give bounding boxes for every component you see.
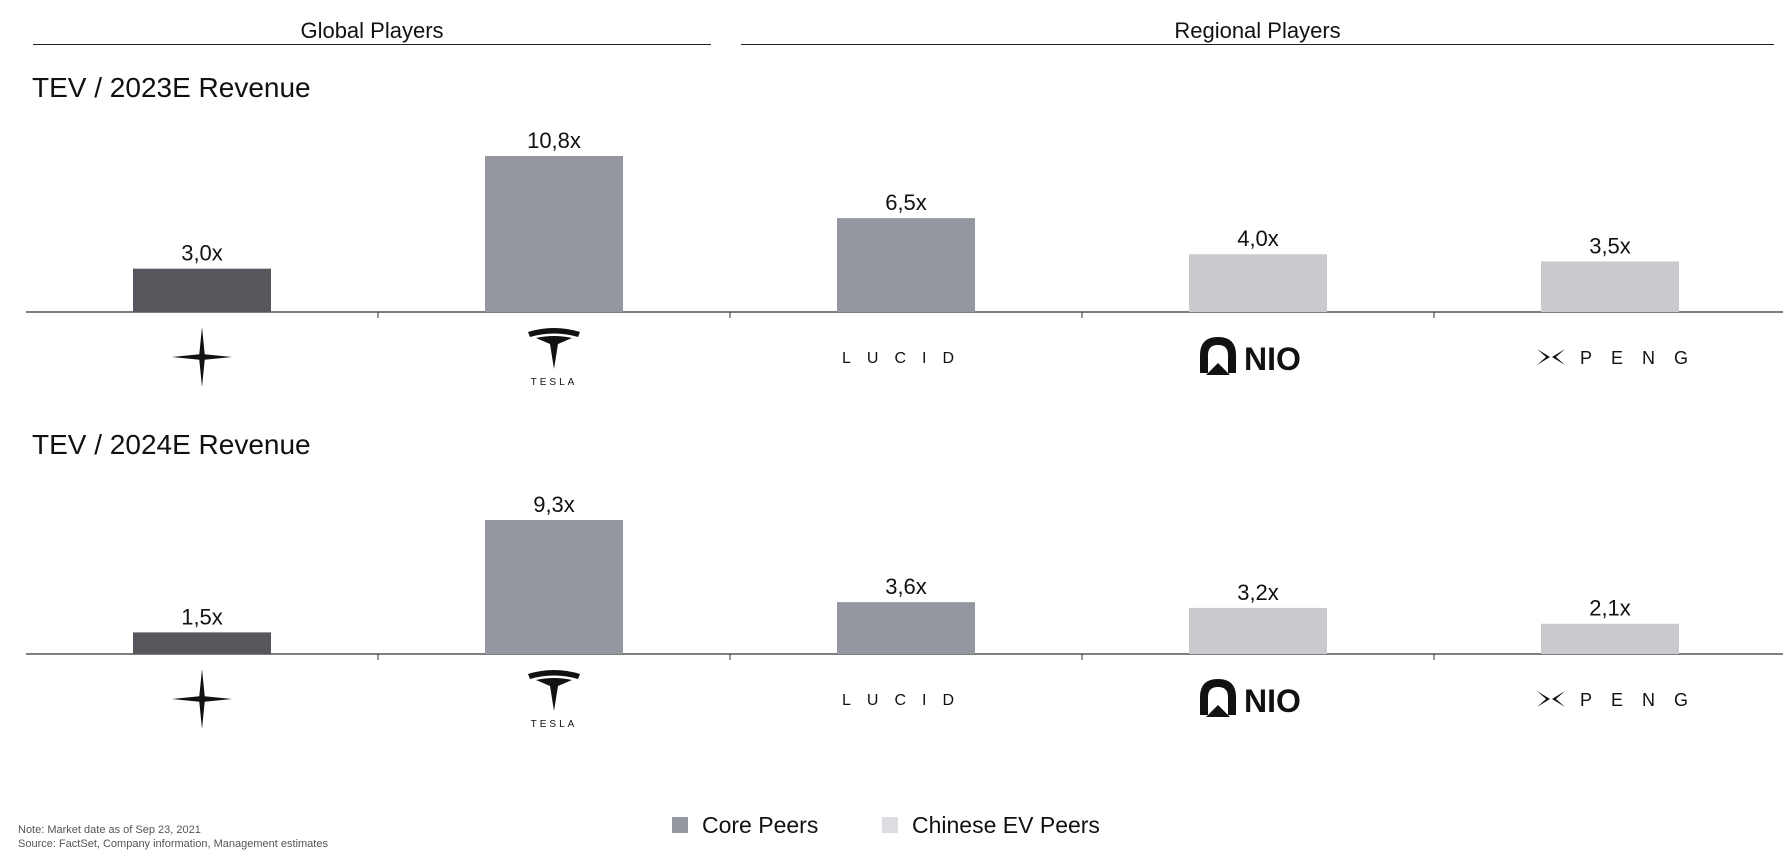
bar-tesla: [485, 156, 623, 312]
bar-xpeng: [1541, 623, 1679, 654]
svg-text:NIO: NIO: [1244, 341, 1301, 377]
bar-polestar: [133, 632, 271, 654]
footnote: Note: Market date as of Sep 23, 2021 Sou…: [18, 823, 328, 851]
polestar-logo-icon: [172, 327, 232, 387]
nio-logo-icon: NIO: [1200, 679, 1301, 719]
polestar-logo-icon: [172, 669, 232, 729]
legend-item-chinese-ev-peers: Chinese EV Peers: [882, 812, 1100, 838]
xpeng-logo-icon: PENG: [1537, 348, 1707, 368]
bar-polestar: [133, 268, 271, 312]
data-label-nio: 4,0x: [1237, 226, 1279, 251]
svg-text:TESLA: TESLA: [531, 719, 578, 730]
legend-swatch-chinese: [882, 817, 898, 833]
bar-xpeng: [1541, 261, 1679, 312]
footnote-source: Source: FactSet, Company information, Ma…: [18, 838, 328, 850]
chart-title-2024: TEV / 2024E Revenue: [32, 429, 311, 460]
data-label-xpeng: 2,1x: [1589, 596, 1631, 621]
svg-text:LUCID: LUCID: [842, 692, 970, 709]
svg-text:PENG: PENG: [1580, 348, 1707, 368]
legend-label-chinese: Chinese EV Peers: [912, 811, 1100, 838]
bar-tesla: [485, 520, 623, 654]
svg-text:TESLA: TESLA: [531, 377, 578, 388]
bar-lucid: [837, 602, 975, 654]
svg-text:PENG: PENG: [1580, 690, 1707, 710]
legend-label-core: Core Peers: [702, 811, 819, 838]
data-label-xpeng: 3,5x: [1589, 233, 1631, 258]
nio-logo-icon: NIO: [1200, 337, 1301, 377]
data-label-polestar: 3,0x: [181, 241, 223, 266]
data-label-polestar: 1,5x: [181, 604, 223, 629]
data-label-lucid: 6,5x: [885, 190, 927, 215]
header-regional-players: Regional Players: [741, 18, 1774, 45]
header-global-players: Global Players: [33, 18, 711, 45]
legend-item-core-peers: Core Peers: [672, 812, 818, 838]
chart-2024-revenue: 1,5x 9,3x TESLA 3,6x LUCID 3,2x NIO 2,1x PENG: [26, 492, 1783, 730]
svg-text:NIO: NIO: [1244, 683, 1301, 719]
xpeng-logo-icon: PENG: [1537, 690, 1707, 710]
bar-nio: [1189, 607, 1327, 654]
data-label-lucid: 3,6x: [885, 574, 927, 599]
tesla-logo-icon: TESLA: [528, 328, 580, 388]
bar-lucid: [837, 218, 975, 312]
legend-swatch-core: [672, 817, 688, 833]
data-label-tesla: 9,3x: [533, 492, 575, 517]
chart-2023-revenue: 3,0x 10,8x TESLA 6,5x LUCID 4,0x NIO 3,5x PENG: [26, 128, 1783, 388]
lucid-logo-icon: LUCID: [842, 692, 970, 709]
footnote-note: Note: Market date as of Sep 23, 2021: [18, 824, 201, 836]
data-label-nio: 3,2x: [1237, 580, 1279, 605]
bar-nio: [1189, 254, 1327, 312]
tesla-logo-icon: TESLA: [528, 670, 580, 730]
data-label-tesla: 10,8x: [527, 128, 581, 153]
svg-text:LUCID: LUCID: [842, 350, 970, 367]
lucid-logo-icon: LUCID: [842, 350, 970, 367]
chart-title-2023: TEV / 2023E Revenue: [32, 72, 311, 103]
